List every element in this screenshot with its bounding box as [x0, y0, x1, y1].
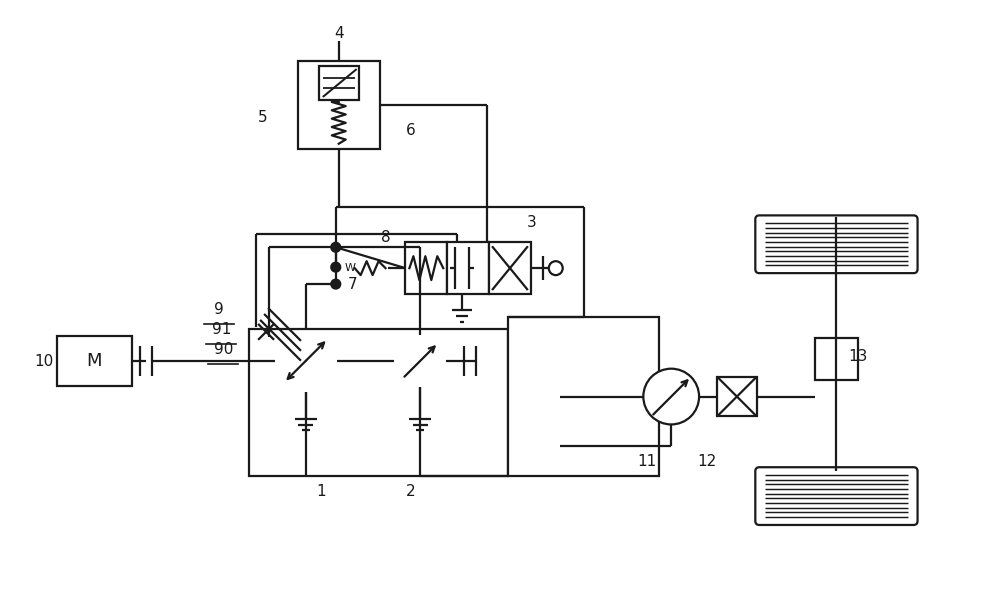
Bar: [298, 61, 380, 149]
Bar: [249, 329, 508, 476]
Circle shape: [394, 335, 446, 386]
Bar: [447, 242, 489, 294]
Text: 90: 90: [214, 343, 233, 357]
Text: 11: 11: [638, 454, 657, 469]
Text: W: W: [344, 263, 355, 273]
Circle shape: [331, 279, 340, 288]
Text: 12: 12: [697, 454, 717, 469]
Bar: [57, 336, 132, 386]
Text: 3: 3: [527, 215, 537, 230]
Bar: [489, 242, 531, 294]
Text: 8: 8: [381, 230, 390, 245]
Circle shape: [331, 243, 340, 252]
Circle shape: [275, 330, 337, 391]
Bar: [717, 377, 757, 417]
Text: 5: 5: [258, 110, 268, 125]
Text: 9: 9: [214, 302, 224, 317]
Circle shape: [643, 368, 699, 424]
FancyBboxPatch shape: [755, 467, 918, 525]
FancyBboxPatch shape: [755, 216, 918, 273]
Text: 1: 1: [316, 483, 326, 498]
Bar: [405, 242, 447, 294]
Text: 2: 2: [406, 483, 415, 498]
Text: 7: 7: [348, 276, 357, 291]
Text: 4: 4: [334, 26, 344, 41]
Bar: [319, 66, 359, 100]
Text: 13: 13: [849, 349, 868, 364]
Text: M: M: [87, 352, 102, 370]
Text: 6: 6: [406, 123, 415, 138]
Bar: [508, 317, 659, 476]
Text: 91: 91: [212, 322, 231, 337]
Text: 10: 10: [34, 354, 54, 369]
Circle shape: [549, 261, 563, 275]
Circle shape: [331, 262, 340, 272]
Bar: [815, 338, 858, 380]
